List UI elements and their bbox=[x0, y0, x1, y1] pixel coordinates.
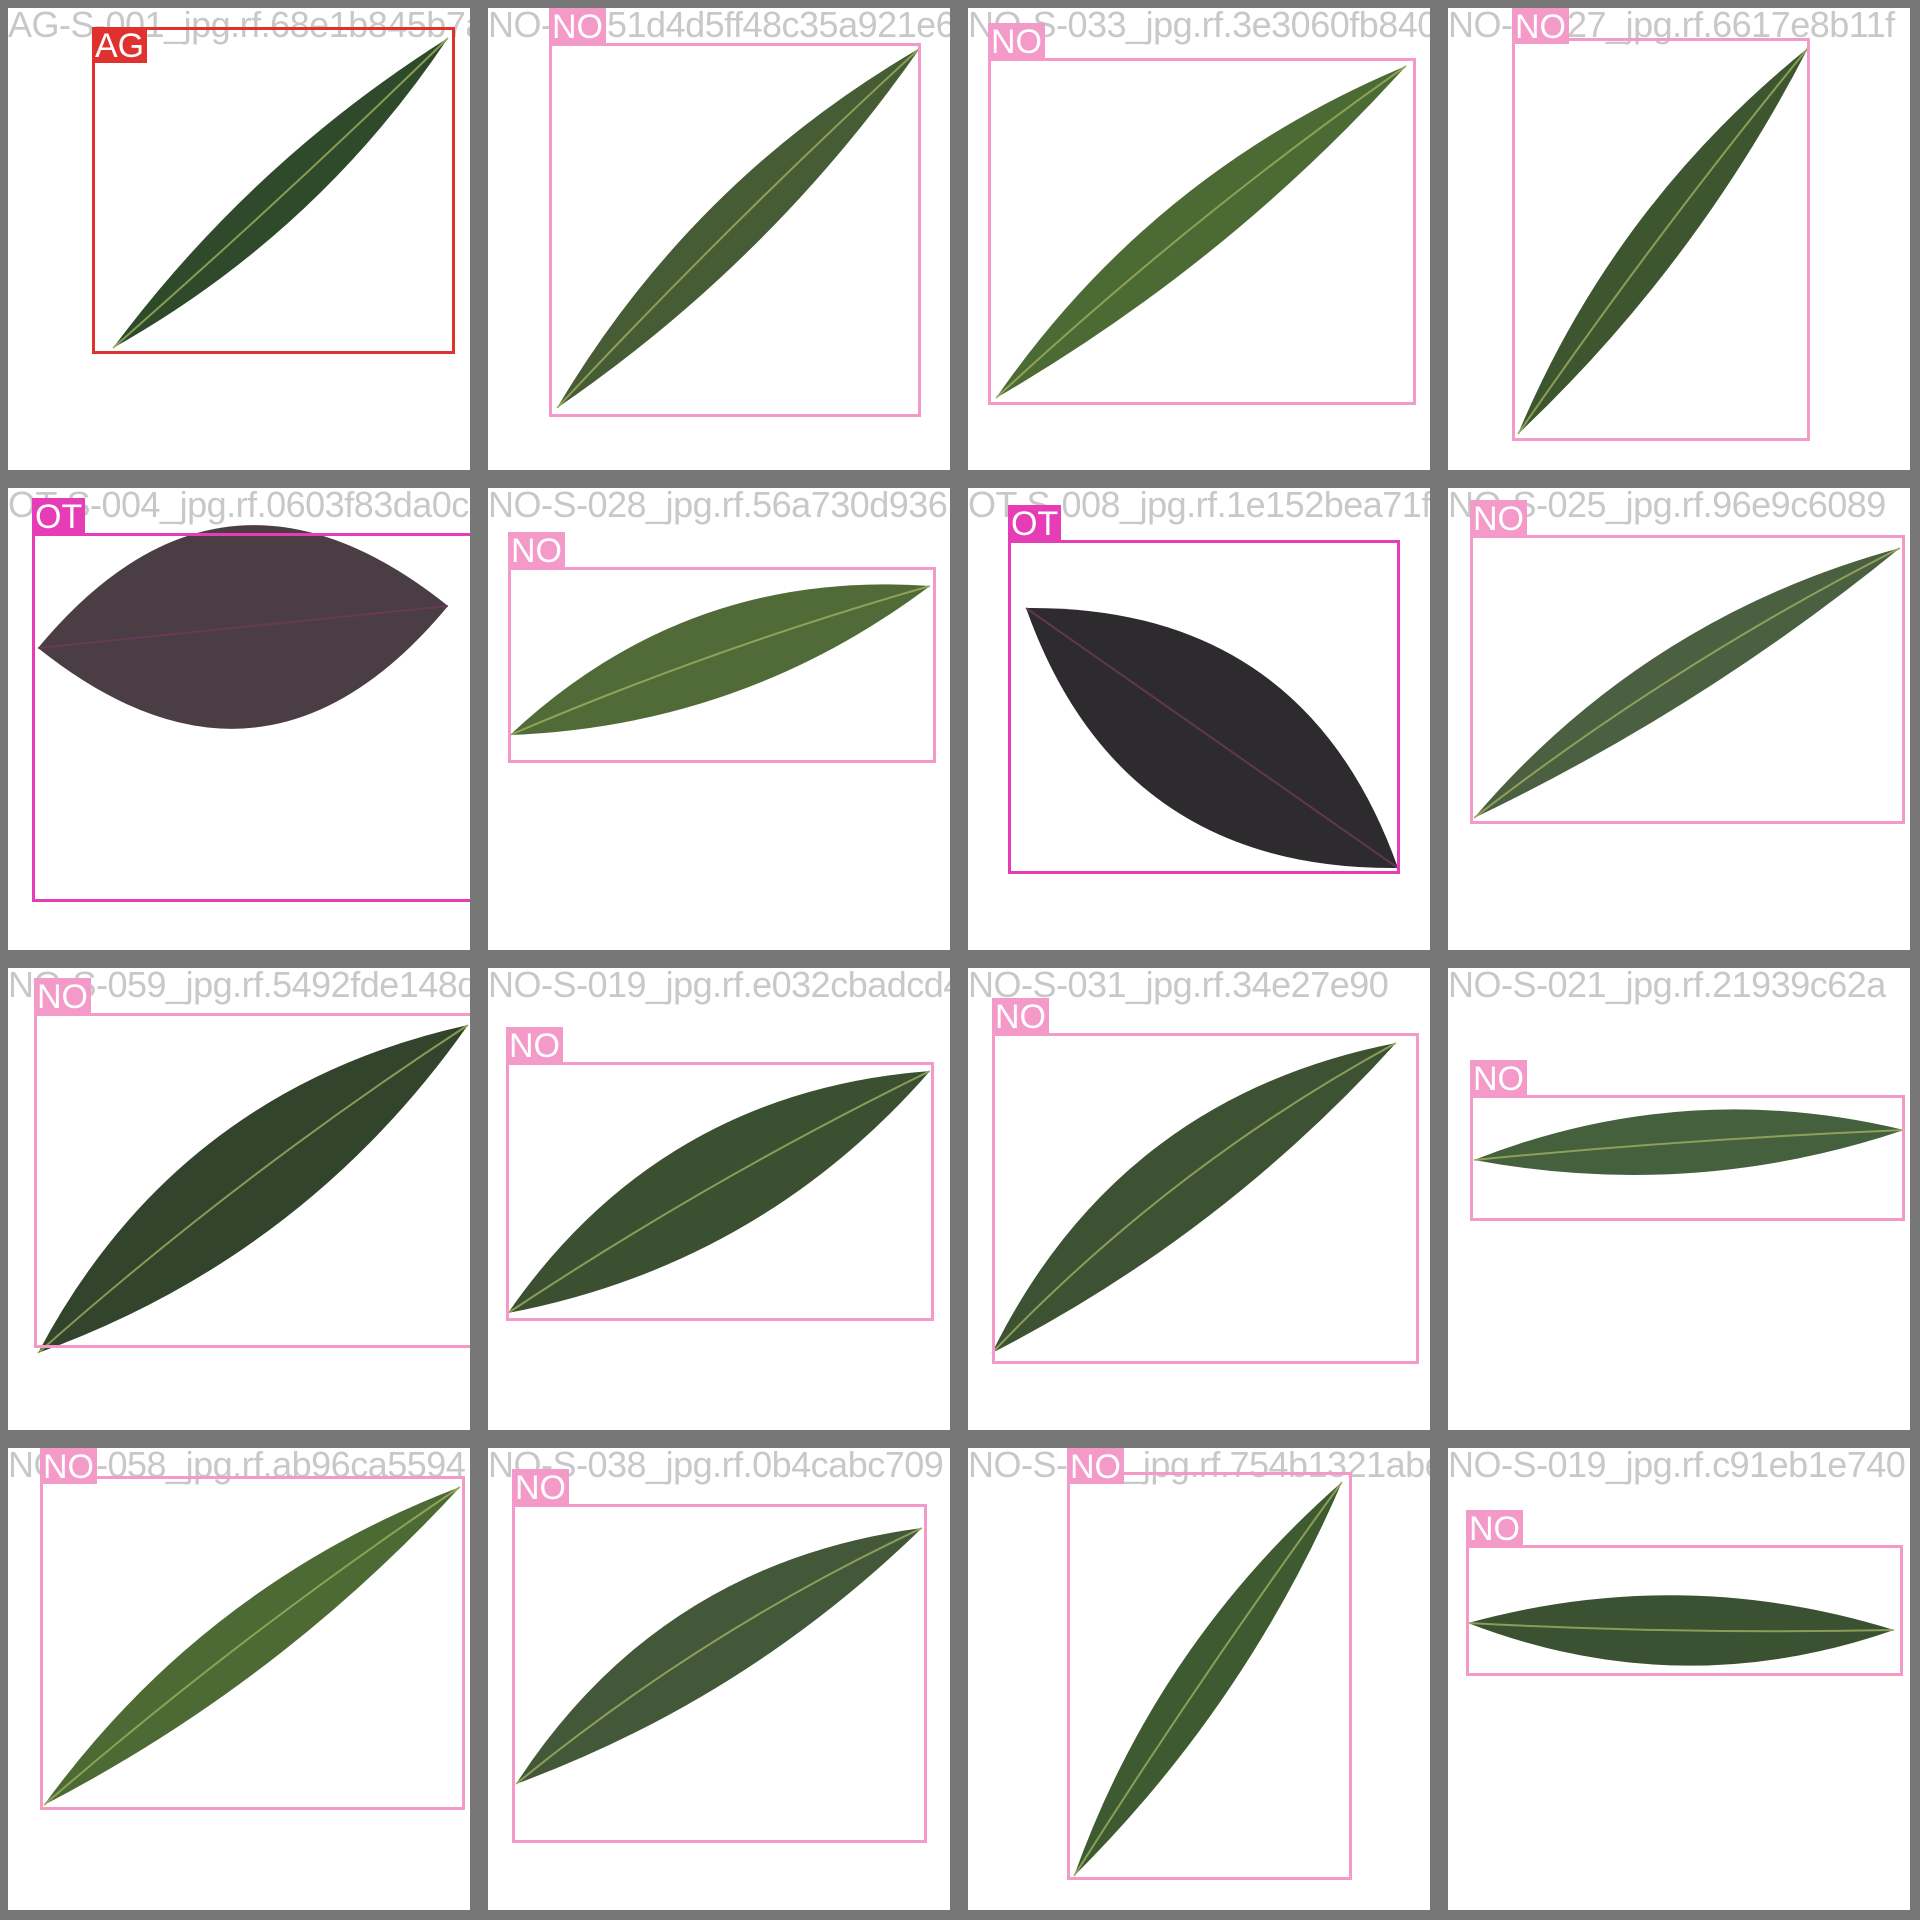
purple-serrated-leaf bbox=[37, 525, 449, 729]
class-label-tag: AG bbox=[92, 27, 148, 65]
class-label-tag: NO bbox=[992, 998, 1049, 1036]
image-filename: NO-S-033_jpg.rf.3e3060fb840bbe9 bbox=[968, 8, 1430, 45]
steep-green-leaf bbox=[1073, 1481, 1343, 1877]
bounding-box bbox=[1067, 1472, 1352, 1880]
green-lanceolate-leaf bbox=[991, 1042, 1397, 1354]
class-label-tag: NO bbox=[1067, 1448, 1124, 1486]
purple-serrated-leaf bbox=[1025, 607, 1399, 869]
image-tile: NO-S-019_jpg.rf.c91eb1e740 NO bbox=[1448, 1448, 1910, 1910]
class-label-tag: OT bbox=[32, 498, 86, 536]
green-lanceolate-leaf bbox=[556, 47, 921, 409]
bounding-box bbox=[1008, 540, 1400, 874]
image-tile: NO-S-031_jpg.rf.34e27e90 NO bbox=[968, 968, 1430, 1430]
dark-green-leaf bbox=[507, 1070, 931, 1314]
bounding-box bbox=[92, 27, 455, 354]
image-tile: NO-S-025_jpg.rf.96e9c6089 NO bbox=[1448, 488, 1910, 950]
bounding-box bbox=[32, 533, 470, 902]
bounding-box bbox=[1470, 535, 1905, 824]
class-label-tag: NO bbox=[40, 1448, 97, 1486]
dark-green-leaf bbox=[37, 1024, 469, 1354]
class-label-tag: NO bbox=[512, 1469, 569, 1507]
image-filename: NO-S-019_jpg.rf.e032cbadcd4e8e bbox=[488, 968, 950, 1005]
bounding-box bbox=[992, 1033, 1419, 1364]
class-label-tag: NO bbox=[988, 23, 1045, 61]
image-tile: NO-S-028_jpg.rf.56a730d936 NO bbox=[488, 488, 950, 950]
image-filename: NO-S-021_jpg.rf.21939c62a bbox=[1448, 968, 1886, 1005]
image-tile: NO-S-011_jpg.rf.754b1321abe NO bbox=[968, 1448, 1430, 1910]
image-filename: NO-S-019_jpg.rf.c91eb1e740 bbox=[1448, 1448, 1906, 1485]
class-label-tag: NO bbox=[1466, 1510, 1523, 1548]
green-lanceolate-leaf bbox=[995, 65, 1407, 399]
bounding-box bbox=[1512, 38, 1810, 441]
bounding-box bbox=[1470, 1095, 1905, 1221]
image-tile: NO-S-033_jpg.rf.3e3060fb840bbe9NO bbox=[968, 8, 1430, 470]
bounding-box bbox=[40, 1476, 465, 1810]
image-tile: OT-S-008_jpg.rf.1e152bea71f OT bbox=[968, 488, 1430, 950]
green-lanceolate-leaf bbox=[509, 584, 931, 736]
green-lanceolate-leaf bbox=[43, 1486, 461, 1806]
class-label-tag: NO bbox=[508, 532, 565, 570]
bounding-box bbox=[988, 58, 1416, 405]
class-label-tag: NO bbox=[1512, 8, 1569, 46]
image-filename: AG-S-001_jpg.rf.68e1b845b7a04 bbox=[8, 8, 470, 45]
image-tile: NO-S-058_jpg.rf.ab96ca5594 NO bbox=[8, 1448, 470, 1910]
image-tile: NO-S-019_jpg.rf.e032cbadcd4e8e NO bbox=[488, 968, 950, 1430]
image-tile: NO-S-051d4d5ff48c35a921e63e2NO bbox=[488, 8, 950, 470]
horizontal-green-leaf bbox=[1467, 1595, 1895, 1666]
horizontal-green-leaf bbox=[1473, 1109, 1905, 1175]
class-label-tag: NO bbox=[549, 8, 606, 46]
class-label-tag: NO bbox=[1470, 500, 1527, 538]
image-tile: NO-S-021_jpg.rf.21939c62a NO bbox=[1448, 968, 1910, 1430]
image-tile: AG-S-001_jpg.rf.68e1b845b7a04AG bbox=[8, 8, 470, 470]
bounding-box bbox=[1466, 1545, 1903, 1676]
green-lanceolate-leaf bbox=[1517, 47, 1809, 435]
bounding-box bbox=[506, 1062, 934, 1321]
green-lanceolate-leaf bbox=[515, 1527, 923, 1785]
class-label-tag: NO bbox=[506, 1027, 563, 1065]
image-filename: NO-S-028_jpg.rf.56a730d936 bbox=[488, 488, 948, 525]
bounding-box bbox=[549, 43, 921, 417]
image-tile: OT-S-004_jpg.rf.0603f83da0c61da088OT bbox=[8, 488, 470, 950]
bounding-box bbox=[508, 567, 936, 763]
image-tile: NO-S-027_jpg.rf.6617e8b11f NO bbox=[1448, 8, 1910, 470]
bounding-box bbox=[34, 1013, 470, 1348]
green-lanceolate-leaf bbox=[1473, 547, 1901, 819]
image-filename: NO-S-011_jpg.rf.754b1321abe bbox=[968, 1448, 1430, 1485]
slender-green-leaf bbox=[112, 37, 449, 349]
bounding-box bbox=[512, 1504, 927, 1843]
class-label-tag: NO bbox=[34, 978, 91, 1016]
class-label-tag: OT bbox=[1008, 505, 1062, 543]
class-label-tag: NO bbox=[1470, 1060, 1527, 1098]
image-tile: NO-S-038_jpg.rf.0b4cabc709 NO bbox=[488, 1448, 950, 1910]
image-tile: NO-S-059_jpg.rf.5492fde148d3966NO bbox=[8, 968, 470, 1430]
